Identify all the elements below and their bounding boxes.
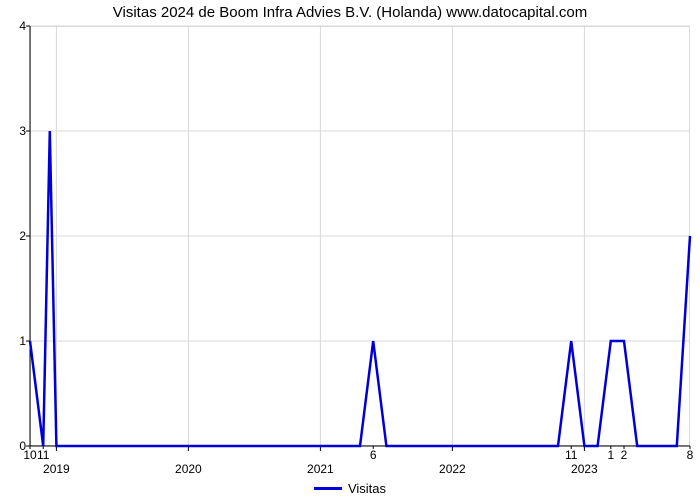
xtick-major-label: 2020	[175, 462, 202, 476]
xtick-secondary-label: 6	[370, 448, 377, 462]
xtick-secondary-label: 10	[23, 448, 36, 462]
legend-swatch	[314, 487, 342, 490]
xtick-major-label: 2021	[307, 462, 334, 476]
xtick-major-label: 2023	[571, 462, 598, 476]
ytick-label: 1	[6, 334, 26, 348]
ytick-label: 2	[6, 229, 26, 243]
chart-container: Visitas 2024 de Boom Infra Advies B.V. (…	[0, 0, 700, 500]
xtick-secondary-label: 8	[687, 448, 694, 462]
xtick-secondary-label: 2	[621, 448, 628, 462]
legend: Visitas	[0, 481, 700, 496]
xtick-major-label: 2019	[43, 462, 70, 476]
xtick-secondary-label: 1	[607, 448, 614, 462]
legend-label: Visitas	[348, 481, 386, 496]
xtick-secondary-label: 11	[565, 448, 577, 462]
plot-svg	[30, 26, 690, 446]
ytick-label: 3	[6, 124, 26, 138]
ytick-label: 4	[6, 19, 26, 33]
xtick-major-label: 2022	[439, 462, 466, 476]
chart-title: Visitas 2024 de Boom Infra Advies B.V. (…	[0, 4, 700, 21]
xtick-secondary-label: 11	[37, 448, 49, 462]
